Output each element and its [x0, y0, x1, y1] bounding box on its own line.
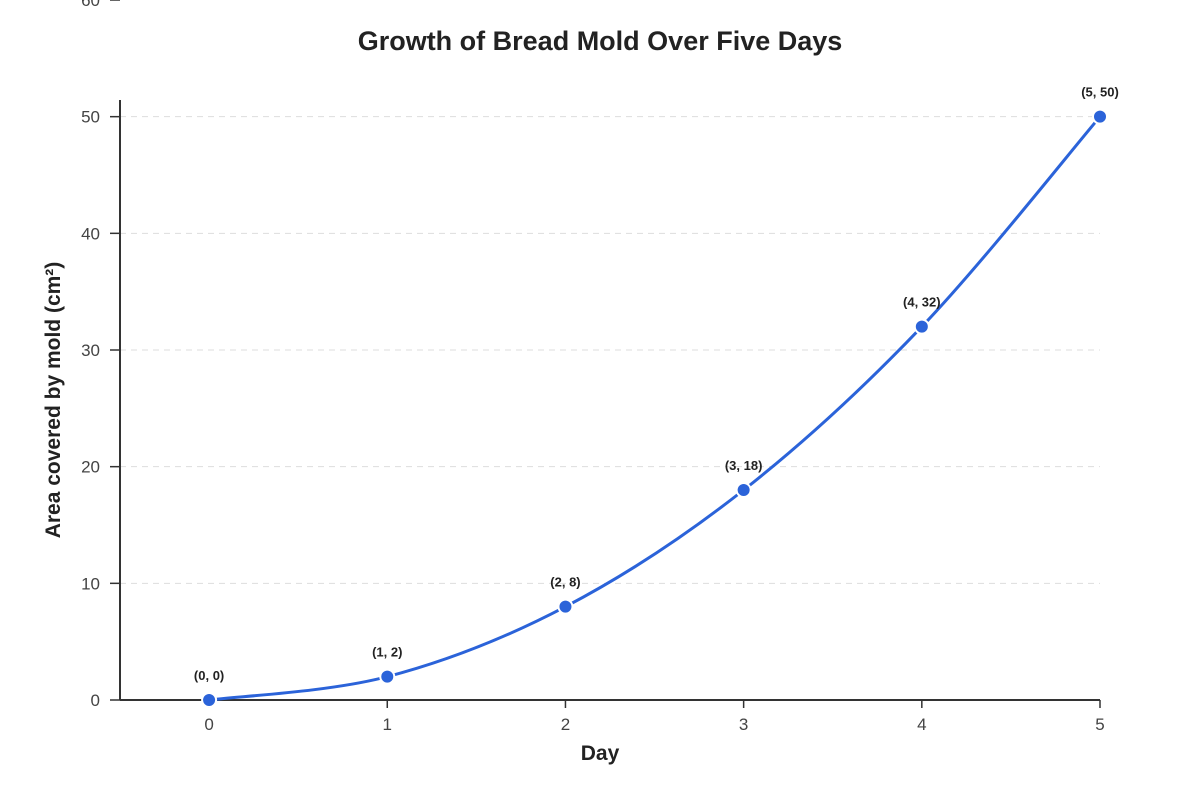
- point-labels: (0, 0) (1, 2) (2, 8) (3, 18) (4, 32) (5, 50): [194, 85, 1119, 683]
- x-axis-label: Day: [581, 742, 620, 765]
- data-point: [735, 482, 752, 498]
- data-point-label: (1, 2): [372, 645, 402, 660]
- data-point: [557, 598, 574, 615]
- series-line: [208, 115, 1102, 702]
- x-tick-label: 4: [917, 715, 926, 734]
- data-point-label: (2, 8): [550, 575, 580, 590]
- x-tick-label: 0: [204, 715, 213, 734]
- x-tick-label: 2: [561, 715, 570, 734]
- data-point: [1092, 108, 1108, 125]
- axes: [119, 100, 1100, 701]
- data-point-label: (3, 18): [725, 458, 763, 473]
- y-tick-label: 40: [81, 224, 100, 243]
- data-point: [913, 318, 930, 335]
- y-tick-label: 0: [91, 691, 100, 710]
- x-tick-label: 5: [1095, 715, 1104, 734]
- data-point-label: (5, 50): [1081, 85, 1119, 100]
- grid-lines: [120, 116, 1100, 584]
- data-point-label: (4, 32): [903, 295, 941, 310]
- y-tick-label: 30: [81, 341, 100, 360]
- data-point-label: (0, 0): [194, 668, 224, 683]
- chart-title: Growth of Bread Mold Over Five Days: [358, 26, 843, 56]
- x-tick-label: 3: [739, 715, 748, 734]
- y-axis-label: Area covered by mold (cm²): [42, 262, 65, 539]
- data-point: [201, 692, 218, 708]
- data-point: [379, 668, 396, 685]
- series: [201, 108, 1108, 708]
- y-tick-label: 10: [81, 574, 100, 593]
- y-tick-label: 20: [81, 458, 100, 477]
- y-tick-label: 50: [81, 108, 100, 127]
- y-tick-label: 60: [81, 0, 100, 10]
- tick-marks: 0 10 20 30 40 50 60 0 1 2 3 4 5: [81, 0, 1105, 734]
- x-tick-label: 1: [383, 715, 392, 734]
